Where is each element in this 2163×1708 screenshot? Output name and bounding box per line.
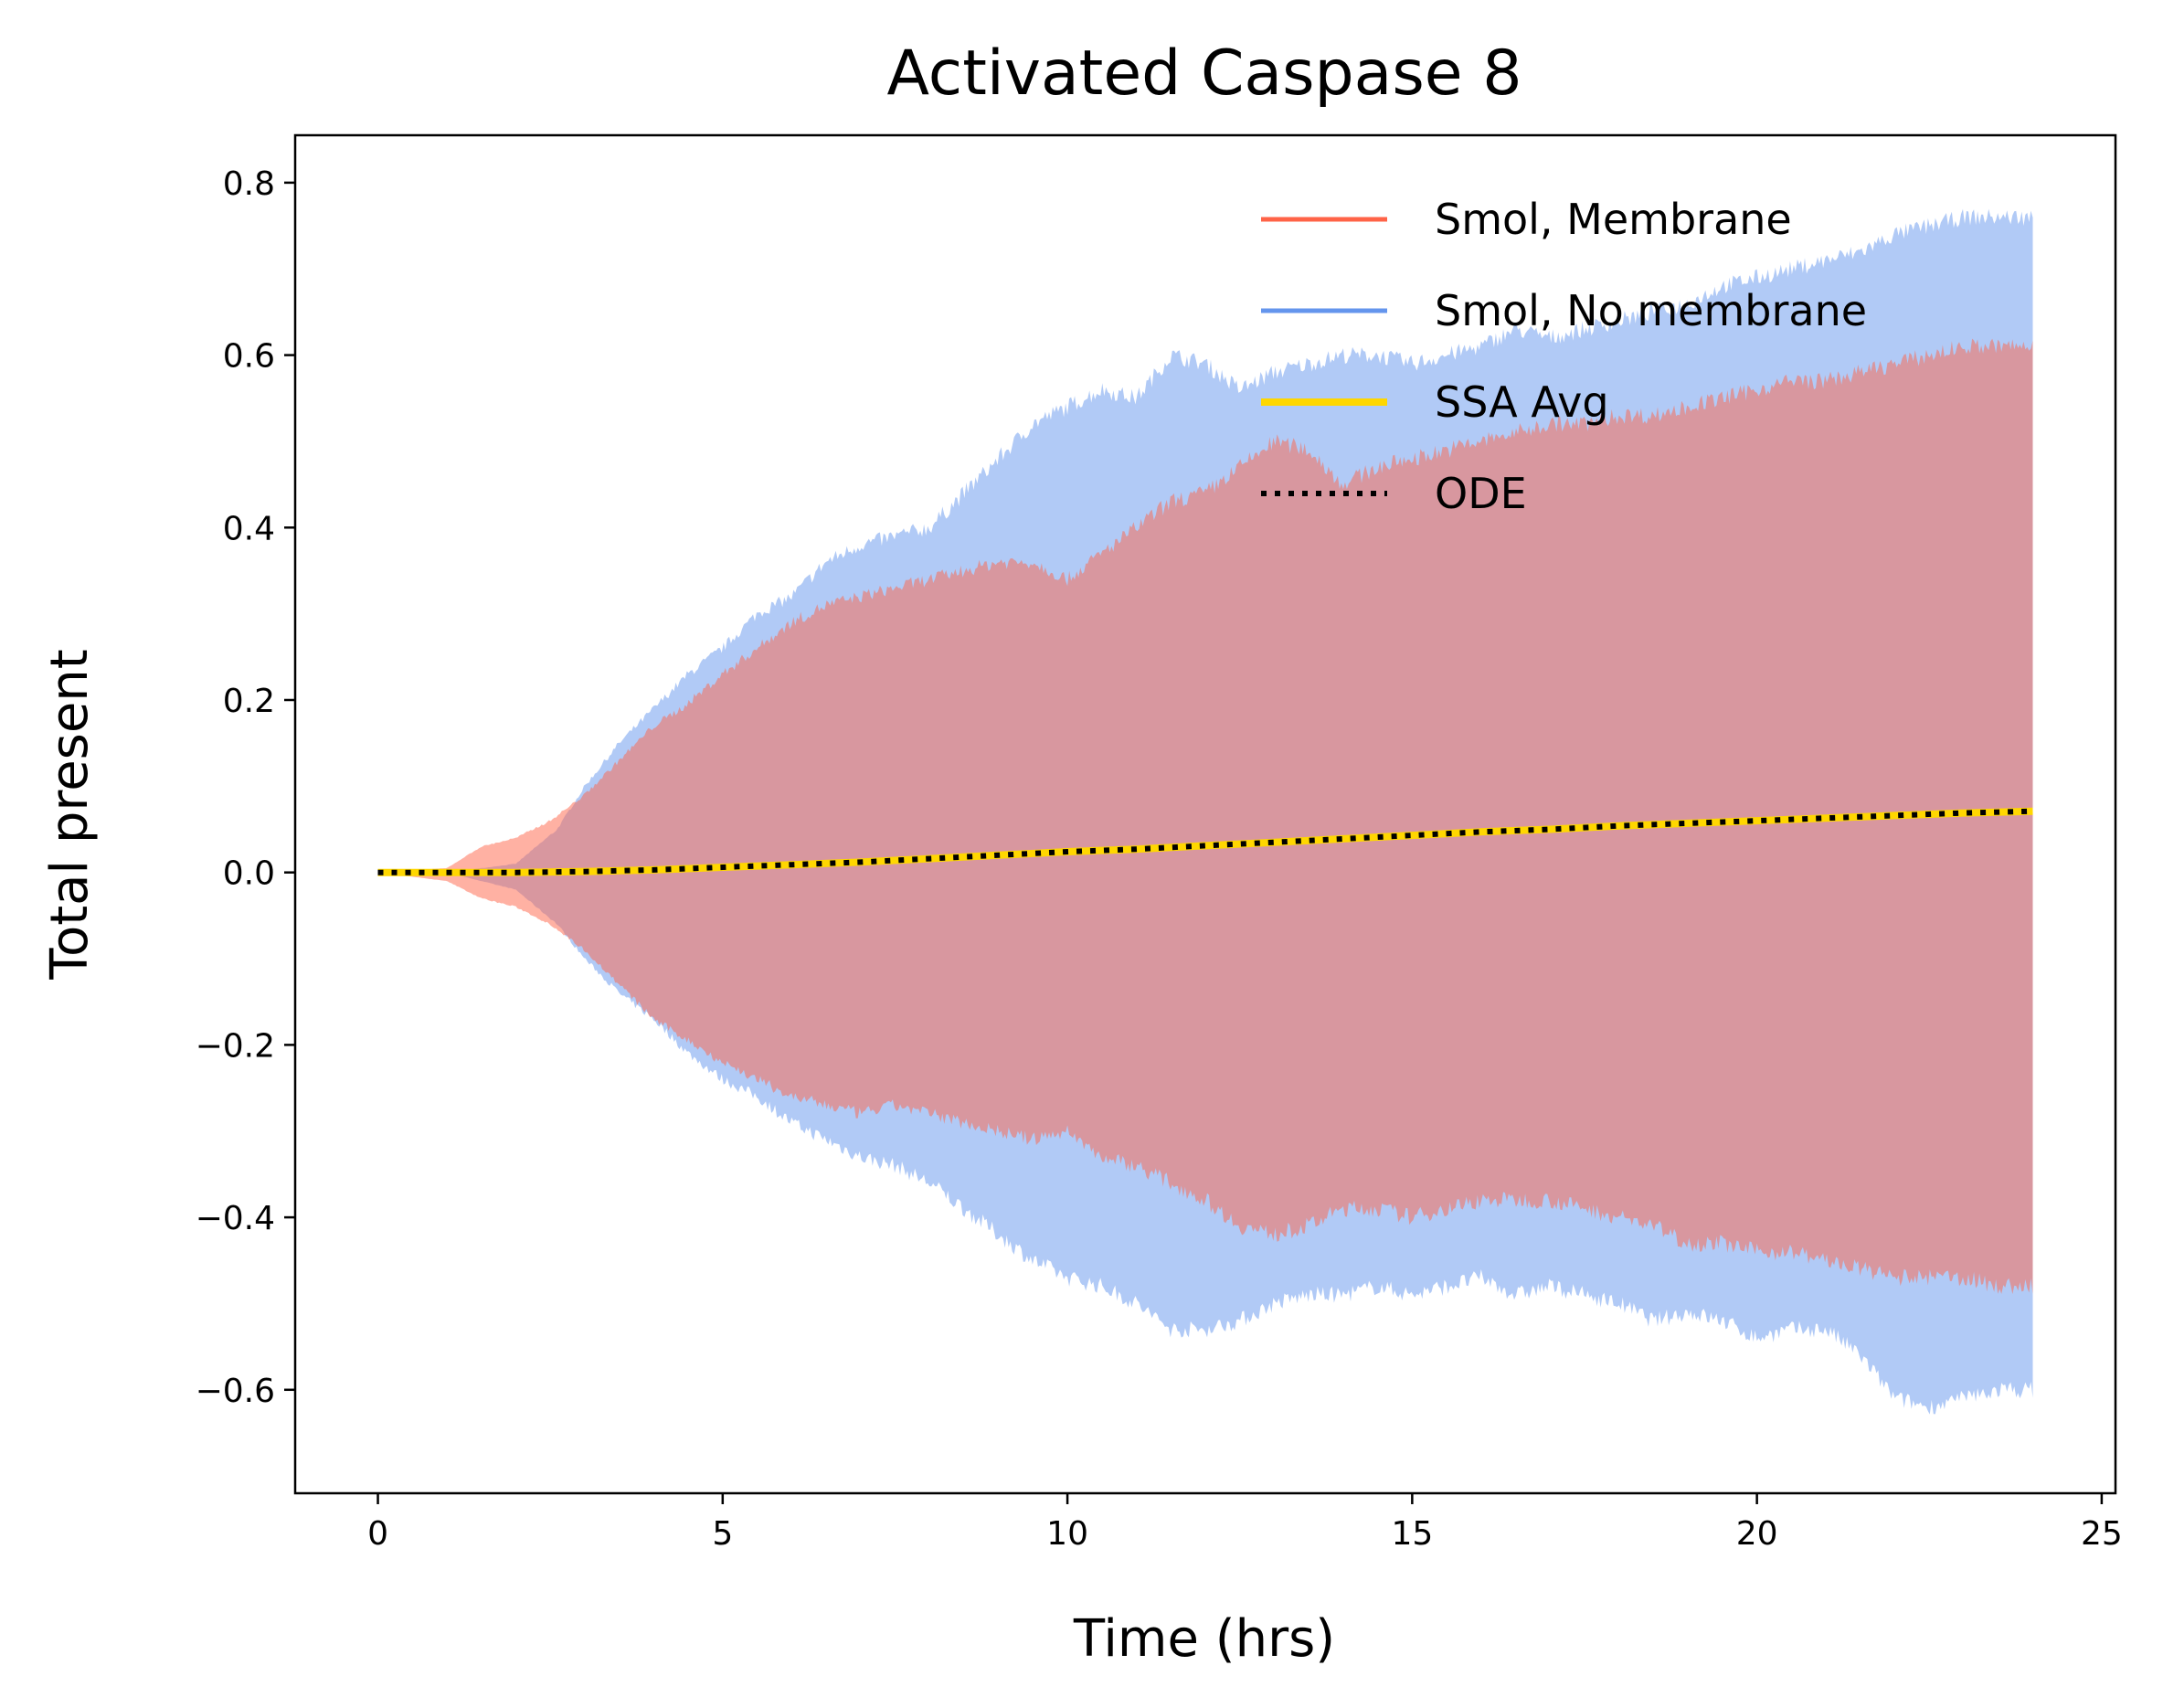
- legend: Smol, Membrane Smol, No membrane SSA Avg OD…: [1261, 195, 1867, 518]
- bands-layer: [377, 208, 2033, 1415]
- legend-label: Smol, No membrane: [1435, 286, 1867, 335]
- x-axis-title: Time (hrs): [1073, 1609, 1335, 1669]
- y-tick-label: 0.4: [223, 510, 275, 547]
- legend-label: Smol, Membrane: [1435, 195, 1792, 244]
- y-tick-label: 0.8: [223, 165, 275, 203]
- x-tick-label: 0: [367, 1515, 388, 1553]
- x-axis: 0 5 10 15 20 25: [367, 1493, 2123, 1553]
- x-tick-label: 20: [1736, 1515, 1778, 1553]
- legend-label: SSA Avg: [1435, 377, 1609, 427]
- y-tick-label: −0.4: [196, 1200, 275, 1237]
- x-tick-label: 5: [712, 1515, 733, 1553]
- chart-title: Activated Caspase 8: [886, 37, 1522, 110]
- y-axis-title: Total present: [40, 649, 100, 980]
- y-tick-label: 0.2: [223, 683, 275, 720]
- y-tick-label: −0.6: [196, 1373, 275, 1410]
- band-smol-membrane: [377, 338, 2033, 1295]
- y-tick-label: 0.0: [223, 855, 275, 893]
- y-tick-label: 0.6: [223, 338, 275, 376]
- x-tick-label: 25: [2081, 1515, 2123, 1553]
- lines-layer: [377, 807, 2033, 876]
- y-axis: −0.6 −0.4 −0.2 0.0 0.2 0.4 0.6 0.8: [196, 165, 295, 1410]
- x-tick-label: 15: [1391, 1515, 1433, 1553]
- y-tick-label: −0.2: [196, 1027, 275, 1065]
- legend-label: ODE: [1435, 469, 1527, 518]
- line-ode: [377, 808, 2033, 875]
- x-tick-label: 10: [1046, 1515, 1088, 1553]
- plot-frame: [293, 133, 2117, 1495]
